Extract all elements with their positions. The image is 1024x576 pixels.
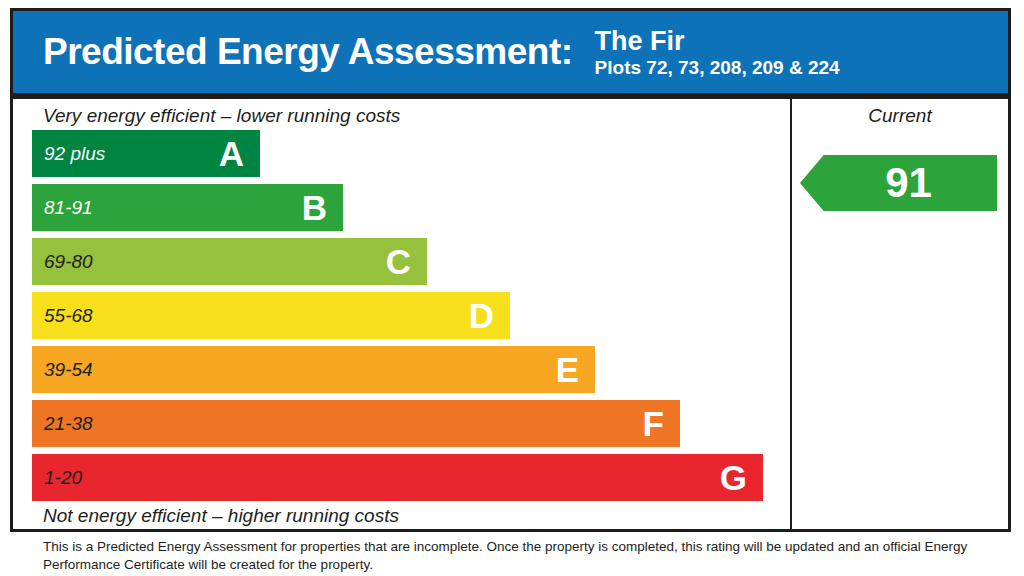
band-letter: C	[386, 244, 411, 279]
band-letter: F	[643, 406, 664, 441]
epc-header: Predicted Energy Assessment: The Fir Plo…	[10, 8, 1011, 96]
inefficient-bottom-label: Not energy efficient – higher running co…	[43, 505, 399, 527]
property-plots: Plots 72, 73, 208, 209 & 224	[595, 57, 840, 79]
efficient-top-label: Very energy efficient – lower running co…	[43, 105, 400, 127]
band-row-d: 55-68 D	[32, 292, 763, 339]
band-range-label: 69-80	[44, 251, 93, 273]
band-letter: A	[219, 136, 244, 171]
epc-rating-box: Very energy efficient – lower running co…	[10, 96, 1011, 532]
epc-certificate: Predicted Energy Assessment: The Fir Plo…	[0, 0, 1024, 576]
property-name: The Fir	[595, 26, 840, 57]
band-row-e: 39-54 E	[32, 346, 763, 393]
current-column-header: Current	[792, 105, 1008, 127]
band-range-label: 92 plus	[44, 143, 105, 165]
page-title: Predicted Energy Assessment:	[43, 31, 573, 73]
current-rating-value: 91	[865, 162, 932, 204]
band-range-label: 81-91	[44, 197, 93, 219]
epc-bands: 92 plus A 81-91 B 69-80 C	[32, 130, 763, 508]
current-rating-column: Current 91	[792, 99, 1008, 529]
band-row-f: 21-38 F	[32, 400, 763, 447]
band-letter: E	[556, 352, 579, 387]
band-bar-d: 55-68 D	[32, 292, 510, 339]
disclaimer-note: This is a Predicted Energy Assessment fo…	[43, 538, 988, 573]
band-letter: B	[302, 190, 327, 225]
epc-band-chart: Very energy efficient – lower running co…	[13, 99, 792, 529]
band-range-label: 55-68	[44, 305, 93, 327]
band-range-label: 39-54	[44, 359, 93, 381]
property-details: The Fir Plots 72, 73, 208, 209 & 224	[595, 26, 840, 79]
band-bar-b: 81-91 B	[32, 184, 343, 231]
band-row-a: 92 plus A	[32, 130, 763, 177]
band-letter: D	[469, 298, 494, 333]
band-range-label: 21-38	[44, 413, 93, 435]
band-bar-e: 39-54 E	[32, 346, 595, 393]
band-range-label: 1-20	[44, 467, 82, 489]
band-bar-a: 92 plus A	[32, 130, 260, 177]
band-letter: G	[720, 460, 747, 495]
band-bar-g: 1-20 G	[32, 454, 763, 501]
band-bar-f: 21-38 F	[32, 400, 680, 447]
band-bar-c: 69-80 C	[32, 238, 427, 285]
band-row-g: 1-20 G	[32, 454, 763, 501]
band-row-c: 69-80 C	[32, 238, 763, 285]
current-rating-arrow: 91	[800, 155, 997, 211]
band-row-b: 81-91 B	[32, 184, 763, 231]
